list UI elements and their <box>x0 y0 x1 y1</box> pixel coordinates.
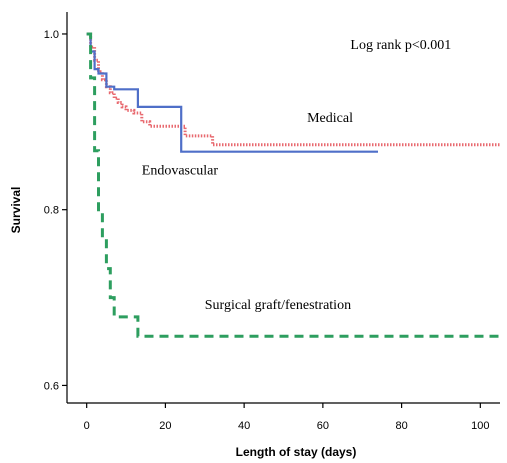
x-axis-title: Length of stay (days) <box>236 445 357 459</box>
y-tick-label: 0.8 <box>44 205 59 217</box>
series-line-endovascular <box>86 32 378 153</box>
x-tick-label: 100 <box>471 420 489 432</box>
annotation-log-rank-p-0-001: Log rank p<0.001 <box>350 38 451 53</box>
x-tick-label: 80 <box>395 420 407 432</box>
x-tick-label: 20 <box>159 420 171 432</box>
x-tick-label: 60 <box>317 420 329 432</box>
annotation-endovascular: Endovascular <box>142 164 219 179</box>
x-tick-label: 0 <box>84 420 90 432</box>
y-tick-label: 1.0 <box>44 29 59 41</box>
y-tick-label: 0.6 <box>44 380 59 392</box>
annotation-surgical-graft-fenestration: Surgical graft/fenestration <box>205 298 351 313</box>
series-line-surgical-graft-fenestration <box>86 32 500 338</box>
annotation-medical: Medical <box>307 111 353 126</box>
ticks: 0 20 40 60 80 100 0.6 0.8 1.0 <box>44 29 490 432</box>
axes <box>66 12 500 404</box>
y-axis-title: Survival <box>9 187 23 234</box>
series <box>86 32 500 338</box>
x-tick-label: 40 <box>238 420 250 432</box>
annotations: Log rank p<0.001 Medical Endovascular Surgi… <box>142 38 451 313</box>
